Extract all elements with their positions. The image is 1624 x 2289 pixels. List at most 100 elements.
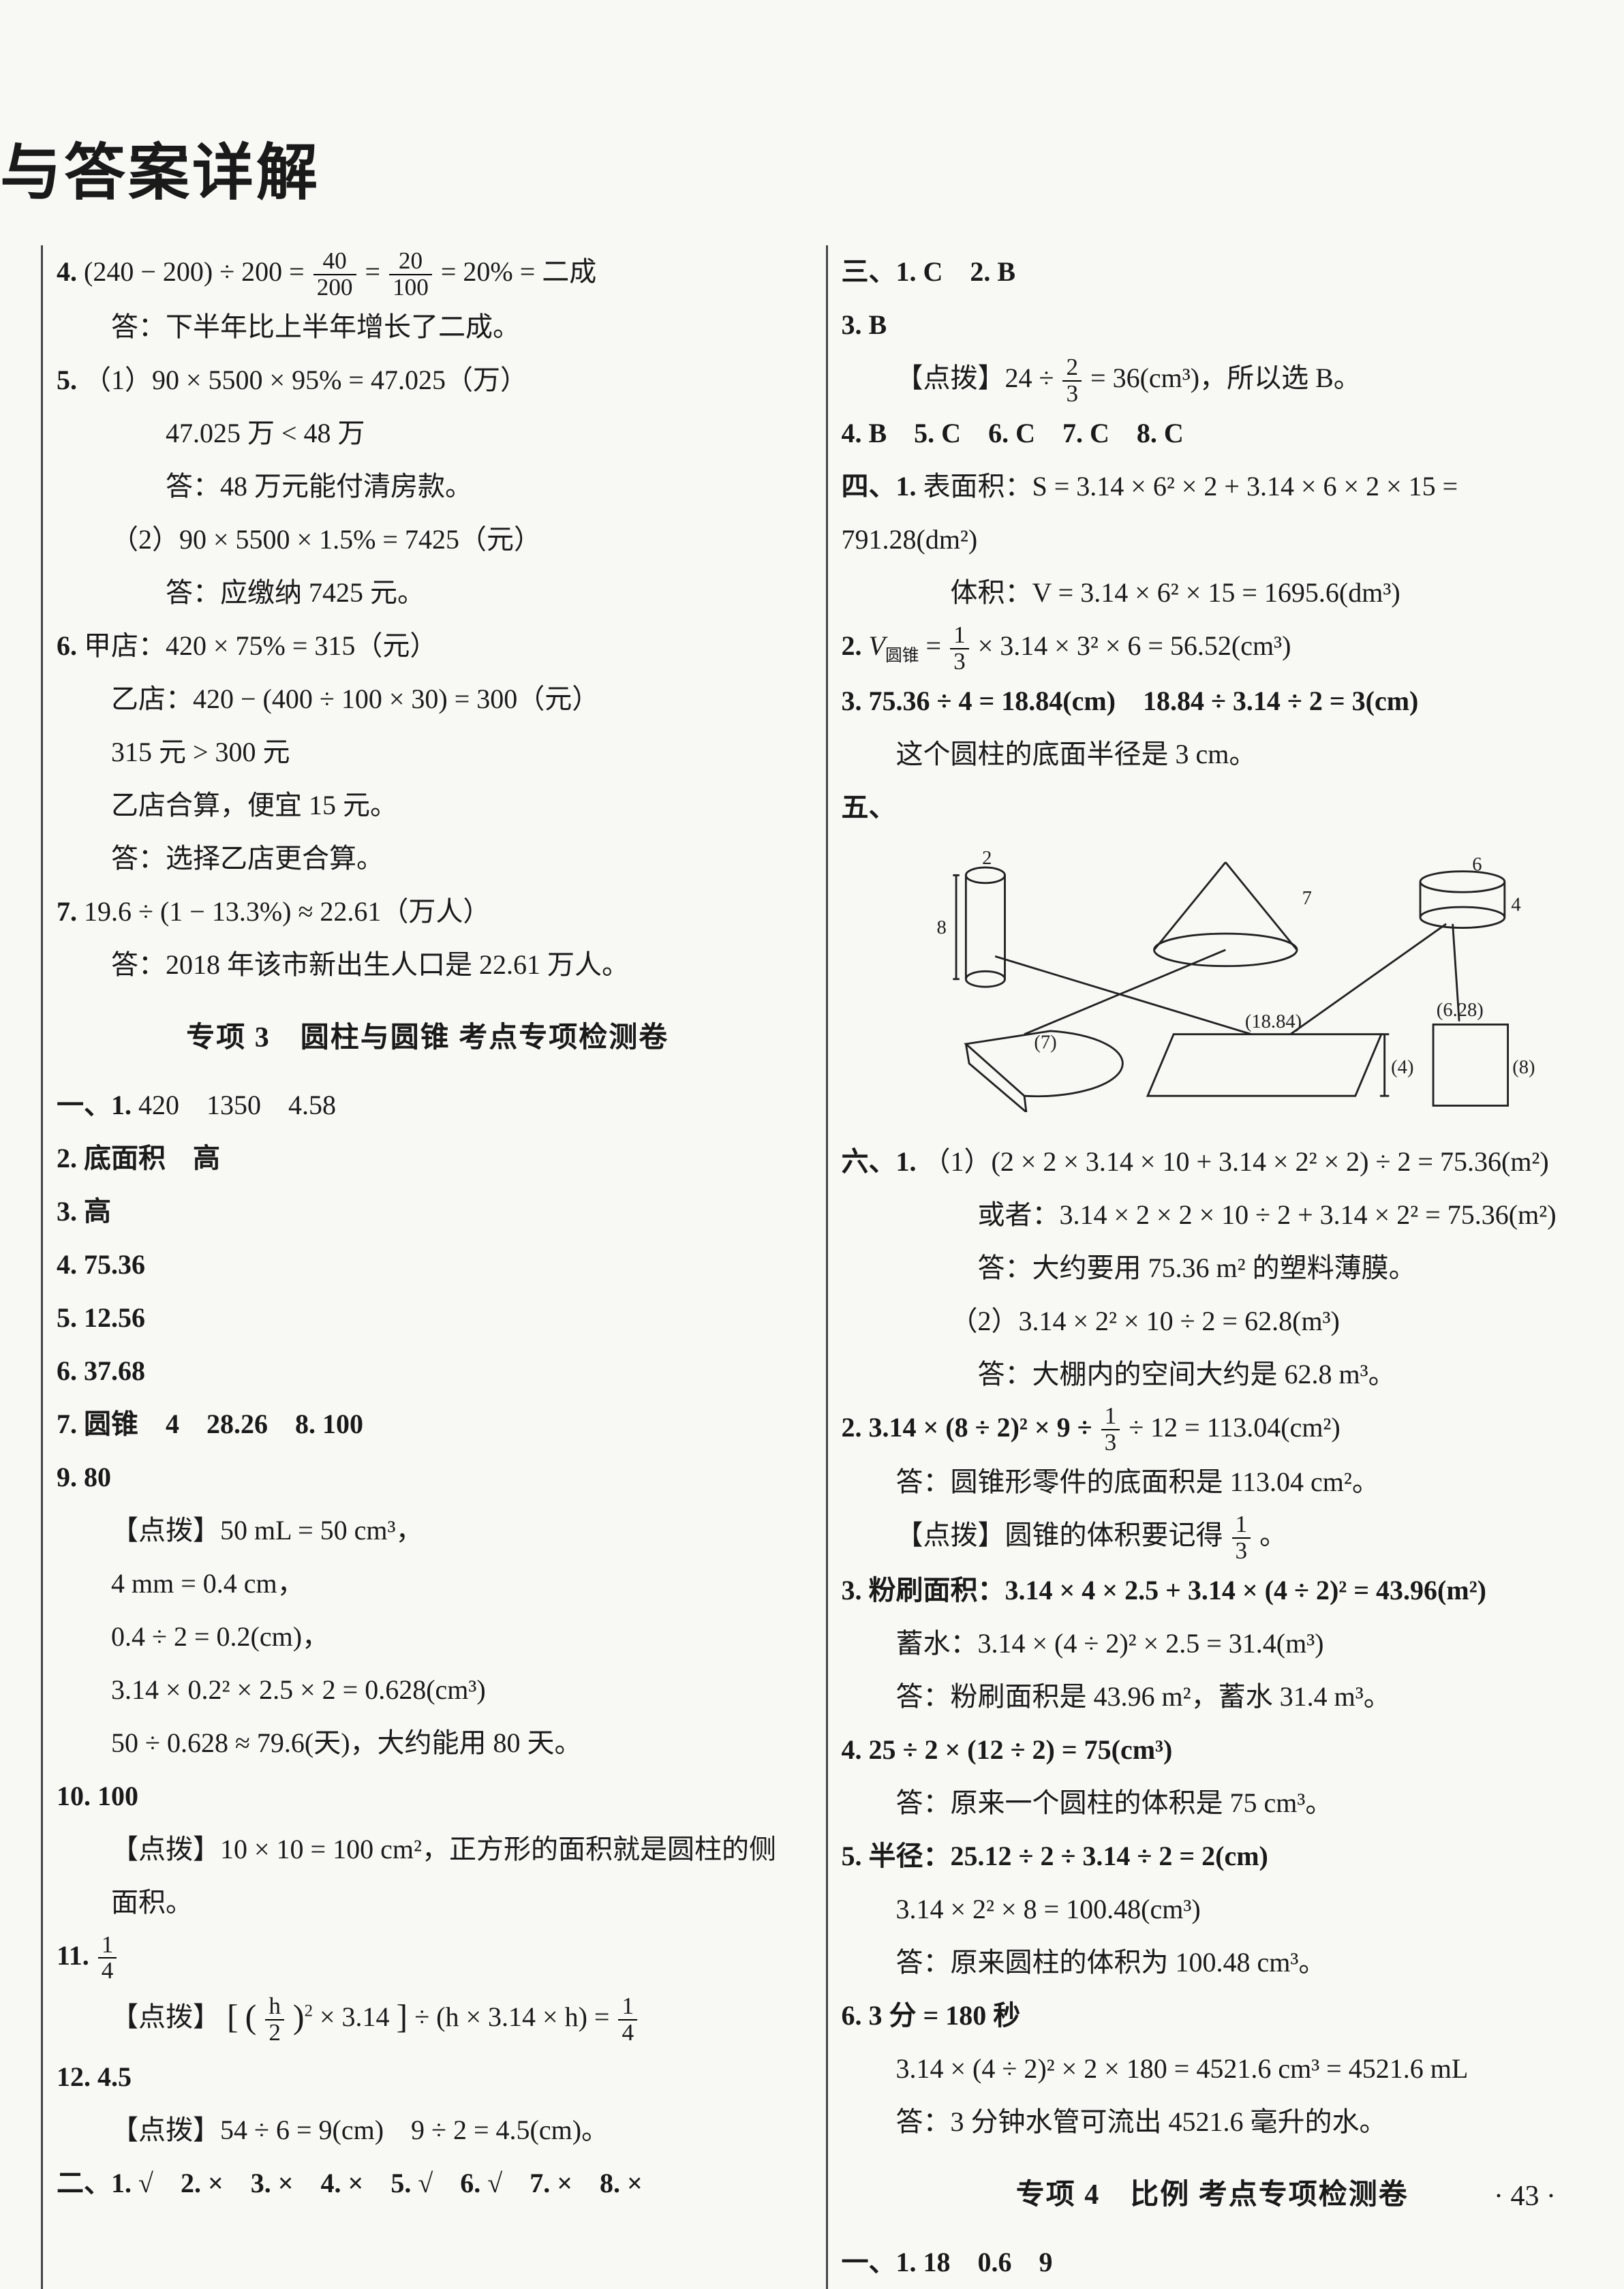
q5-num: 5. [57,365,77,395]
san-3: 3. B [842,298,1584,352]
q6-2: 乙店：420 − (400 ÷ 100 × 30) = 300（元） [57,673,799,726]
q4-expr-a: (240 − 200) ÷ 200 = [84,256,305,287]
s3-9-tip-b: 4 mm = 0.4 cm， [57,1557,799,1610]
s3-11-num: 11. [57,1940,89,1971]
q6-line1: 6. 甲店：420 × 75% = 315（元） [57,619,799,673]
lbracket-icon: [ [227,1997,239,2035]
si-label: 四、1. [842,471,917,502]
liu-1: 六、1. （1）(2 × 2 × 3.14 × 10 + 3.14 × 2² ×… [842,1135,1584,1188]
s4-1: 一、1. 18 0.6 9 [842,2236,1584,2289]
frac-40-200: 40200 [313,249,356,301]
lbl-2: 2 [982,848,992,869]
liu-6b: 3.14 × (4 ÷ 2)² × 2 × 180 = 4521.6 cm³ =… [842,2042,1584,2095]
liu-5b: 3.14 × 2² × 8 = 100.48(cm³) [842,1883,1584,1936]
right-column: 三、1. C 2. B 3. B 【点拨】24 ÷ 23 = 36(cm³)，所… [826,245,1584,2289]
eq1: = [365,256,381,287]
s3-9-tip-a: 【点拨】50 mL = 50 cm³， [57,1504,799,1557]
q6-3: 315 元 > 300 元 [57,726,799,779]
s3-1-label: 一、1. [57,1090,132,1120]
si-2: 2. V圆锥 = 13 × 3.14 × 3² × 6 = 56.52(cm³) [842,619,1584,675]
s3-10: 10. 100 [57,1770,799,1823]
frac-1-3b: 13 [1101,1404,1120,1456]
q4-line1: 4. (240 − 200) ÷ 200 = 40200 = 20100 = 2… [57,245,799,301]
section-3-title: 专项 3 圆柱与圆锥 考点专项检测卷 [57,1011,799,1066]
frac-1-4b: 14 [618,1994,637,2046]
s3-9-tip-c: 0.4 ÷ 2 = 0.2(cm)， [57,1610,799,1663]
s3-12-tip: 【点拨】54 ÷ 6 = 9(cm) 9 ÷ 2 = 4.5(cm)。 [57,2104,799,2157]
s3-1: 一、1. 420 1350 4.58 [57,1079,799,1132]
lbl-p7: (7) [1034,1032,1056,1053]
liu-3-ans: 答：粉刷面积是 43.96 m²，蓄水 31.4 m³。 [842,1670,1584,1723]
q4-num: 4. [57,256,77,287]
s3-7: 7. 圆锥 4 28.26 8. 100 [57,1398,799,1451]
lbl-7: 7 [1302,888,1311,909]
q4-answer: 答：下半年比上半年增长了二成。 [57,301,799,354]
q5-2a: （2）90 × 5500 × 1.5% = 7425（元） [57,513,799,566]
q6-5: 答：选择乙店更合算。 [57,832,799,885]
san-3-tip-b: = 36(cm³)，所以选 B。 [1090,363,1361,393]
q6-1: 甲店：420 × 75% = 315（元） [84,630,437,661]
liu-6a: 6. 3 分 = 180 秒 [842,1989,1584,2042]
liu-2-pre: 2. 3.14 × (8 ÷ 2)² × 9 ÷ [842,1412,1092,1443]
s3-4: 4. 75.36 [57,1238,799,1291]
s3-5: 5. 12.56 [57,1291,799,1345]
liu-1a2: 或者：3.14 × 2 × 2 × 10 ÷ 2 + 3.14 × 2² = 7… [842,1188,1584,1242]
liu-2-ans: 答：圆锥形零件的底面积是 113.04 cm²。 [842,1456,1584,1509]
liu-1a: （1）(2 × 2 × 3.14 × 10 + 3.14 × 2² × 2) ÷… [923,1146,1549,1177]
frac-2-3: 23 [1062,355,1082,407]
liu-2-tip: 【点拨】圆锥的体积要记得 13 。 [842,1509,1584,1564]
san-rest: 4. B 5. C 6. C 7. C 8. C [842,407,1584,460]
q7-1: 19.6 ÷ (1 − 13.3%) ≈ 22.61（万人） [84,896,490,927]
lbl-p4: (4) [1391,1056,1413,1077]
s3-12: 12. 4.5 [57,2050,799,2104]
tip-label: 【点拨】 [111,1515,220,1546]
frac-20-100: 20100 [389,249,432,301]
left-column: 4. (240 − 200) ÷ 200 = 40200 = 20100 = 2… [41,245,799,2289]
si-3b: 这个圆柱的底面半径是 3 cm。 [842,728,1584,781]
liu-3b: 蓄水：3.14 × (4 ÷ 2)² × 2.5 = 31.4(m³) [842,1617,1584,1670]
san-3-tip-a: 【点拨】24 ÷ [896,363,1054,393]
lbl-628: (6.28) [1436,1000,1483,1021]
s3-11: 11. 14 [57,1929,799,1984]
frac-1-3: 13 [950,623,969,675]
page-title: 与答案详解 [0,123,320,211]
s3-er: 二、1. √ 2. × 3. × 4. × 5. √ 6. √ 7. × 8. … [57,2157,799,2210]
liu-2-tip-a: 【点拨】圆锥的体积要记得 [896,1520,1223,1550]
s3-3: 3. 高 [57,1185,799,1238]
s3-11-tip: 【点拨】 [ ( h2 )2 × 3.14 ] ÷ (h × 3.14 × h)… [57,1984,799,2050]
si-2-v: V圆锥 [869,630,919,661]
tip-11-c: ÷ (h × 3.14 × h) = [414,2001,609,2032]
liu-2-tip-b: 。 [1259,1520,1287,1550]
san-1: 三、1. C 2. B [842,245,1584,298]
rparen-icon: ) [293,1997,305,2035]
q7-num: 7. [57,896,77,927]
si-1: 四、1. 表面积：S = 3.14 × 6² × 2 + 3.14 × 6 × … [842,460,1584,566]
content-columns: 4. (240 − 200) ÷ 200 = 40200 = 20100 = 2… [41,245,1583,2289]
v-italic: V [869,630,885,661]
liu-2-post: ÷ 12 = 113.04(cm²) [1129,1412,1340,1443]
q5-1b: 47.025 万 < 48 万 [57,407,799,460]
si-3a: 3. 75.36 ÷ 4 = 18.84(cm) 18.84 ÷ 3.14 ÷ … [842,675,1584,728]
wu-label: 五、 [842,781,1584,834]
frac-h-2: h2 [265,1994,284,2046]
tip-a-text: 50 mL = 50 cm³， [220,1515,423,1546]
rbracket-icon: ] [397,1997,408,2035]
lbl-8: 8 [936,917,946,938]
q5-1a: （1）90 × 5500 × 95% = 47.025（万） [84,365,527,395]
s3-2: 2. 底面积 高 [57,1132,799,1185]
lbl-1884: (18.84) [1244,1011,1301,1032]
q5-1c: 答：48 万元能付清房款。 [57,460,799,513]
liu-1b-ans: 答：大棚内的空间大约是 62.8 m³。 [842,1348,1584,1401]
liu-1b: （2）3.14 × 2² × 10 ÷ 2 = 62.8(m³) [842,1295,1584,1348]
lbl-6: 6 [1472,854,1482,875]
s3-1-vals: 420 1350 4.58 [138,1090,336,1120]
tip-label-11: 【点拨】 [111,2001,220,2032]
liu-label: 六、1. [842,1146,917,1177]
san-3-tip: 【点拨】24 ÷ 23 = 36(cm³)，所以选 B。 [842,352,1584,407]
q5-2b: 答：应缴纳 7425 元。 [57,566,799,619]
cone-sub: 圆锥 [885,647,919,665]
si-1a: 表面积：S = 3.14 × 6² × 2 + 3.14 × 6 × 2 × 1… [842,471,1458,555]
q6-num: 6. [57,630,77,661]
liu-5a: 5. 半径：25.12 ÷ 2 ÷ 3.14 ÷ 2 = 2(cm) [842,1830,1584,1883]
lbl-p8: (8) [1512,1056,1535,1077]
